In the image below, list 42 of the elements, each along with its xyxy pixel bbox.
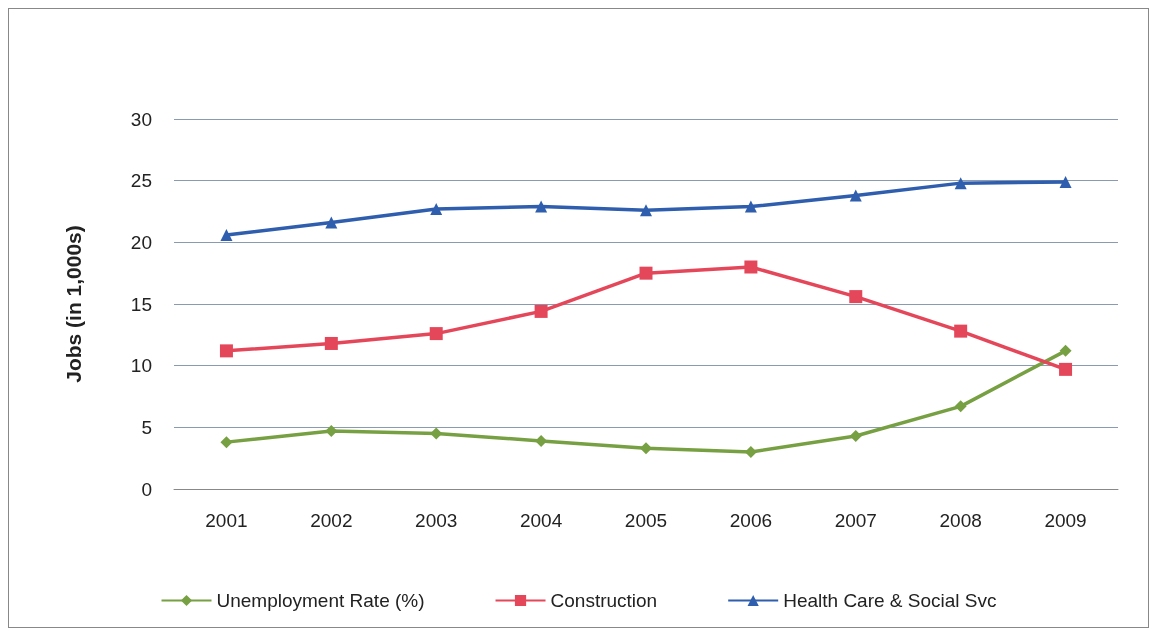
point bbox=[954, 177, 967, 190]
point bbox=[640, 442, 652, 455]
legend-label: Health Care & Social Svc bbox=[783, 590, 997, 611]
point bbox=[1059, 175, 1072, 188]
legend-label: Unemployment Rate (%) bbox=[216, 590, 425, 611]
point bbox=[220, 228, 233, 241]
point bbox=[1059, 362, 1073, 376]
point bbox=[640, 204, 652, 217]
point bbox=[325, 216, 338, 229]
point bbox=[535, 200, 548, 213]
y-tick-label: 10 bbox=[130, 355, 152, 377]
y-tick-label: 15 bbox=[130, 293, 152, 315]
x-tick-label: 2007 bbox=[834, 510, 877, 531]
point bbox=[324, 336, 338, 350]
y-tick-label: 30 bbox=[130, 108, 152, 130]
point bbox=[429, 327, 443, 341]
point bbox=[220, 436, 233, 449]
point bbox=[639, 266, 653, 280]
x-tick-label: 2004 bbox=[519, 510, 563, 531]
point bbox=[534, 304, 548, 318]
point bbox=[1059, 344, 1072, 357]
x-tick-label: 2002 bbox=[310, 510, 353, 531]
x-tick-label: 2009 bbox=[1044, 510, 1087, 531]
x-tick-label: 2001 bbox=[205, 510, 248, 531]
point bbox=[849, 290, 863, 304]
point bbox=[954, 324, 968, 338]
x-tick-label: 2005 bbox=[624, 510, 668, 531]
point bbox=[849, 189, 862, 202]
x-tick-label: 2006 bbox=[729, 510, 773, 531]
point bbox=[430, 203, 443, 216]
x-tick-label: 2003 bbox=[415, 510, 458, 531]
y-axis-title: Jobs (in 1,000s) bbox=[62, 225, 85, 383]
x-tick-label: 2008 bbox=[939, 510, 982, 531]
legend-label: Construction bbox=[550, 590, 658, 611]
point bbox=[219, 344, 233, 358]
y-tick-label: 5 bbox=[141, 416, 152, 438]
point bbox=[954, 400, 967, 413]
y-tick-label: 20 bbox=[130, 231, 152, 253]
y-tick-label: 0 bbox=[141, 478, 152, 500]
point bbox=[744, 260, 758, 274]
point bbox=[744, 200, 757, 213]
y-tick-label: 25 bbox=[130, 170, 152, 192]
